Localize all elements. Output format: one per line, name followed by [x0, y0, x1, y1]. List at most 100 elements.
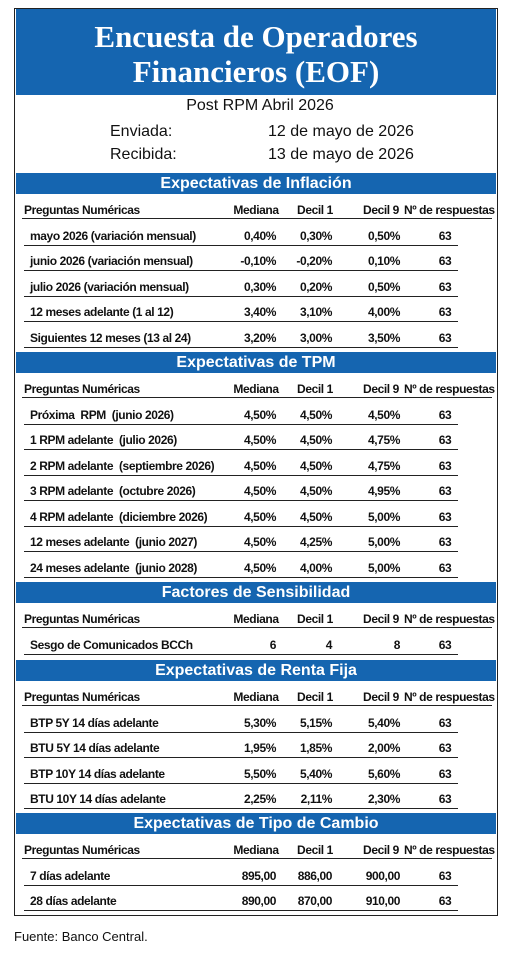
row-rule [24, 449, 458, 451]
row-rule [24, 576, 458, 578]
header-rule [22, 627, 492, 629]
value-cell: 1,85% [299, 741, 332, 755]
value-cell: 4,50% [243, 509, 276, 524]
value-cell: 5,15% [299, 715, 332, 730]
edition: Post RPM Abril 2026 [186, 97, 334, 114]
column-header: Preguntas Numéricas [24, 612, 140, 626]
section-header: Expectativas de TPM [16, 352, 496, 373]
column-header: Nº de respuestas [404, 843, 495, 857]
value-cell: 4,50% [243, 535, 276, 549]
value-cell: 4,50% [299, 407, 332, 422]
column-header: Decil 1 [297, 612, 333, 626]
value-cell: 5,00% [367, 509, 400, 524]
value-cell: 63 [438, 741, 452, 755]
column-header: Decil 9 [363, 612, 399, 626]
value-cell: 63 [438, 637, 452, 652]
value-cell: 4,00% [367, 305, 400, 319]
value-cell: 4,50% [299, 484, 332, 498]
row-rule [24, 757, 458, 759]
column-header: Decil 1 [297, 203, 333, 217]
row-label: 24 meses adelante (junio 2028) [30, 560, 198, 575]
value-cell: 1,95% [243, 741, 276, 755]
value-cell: 4,00% [299, 560, 332, 575]
value-cell: 5,30% [243, 715, 276, 730]
column-header: Nº de respuestas [404, 690, 495, 704]
column-header: Decil 9 [363, 382, 399, 396]
value-cell: 4,75% [367, 458, 400, 473]
value-cell: 63 [438, 868, 452, 883]
value-cell: 6 [269, 637, 277, 652]
row-label: 12 meses adelante (junio 2027) [30, 535, 198, 549]
row-rule [24, 423, 458, 425]
value-cell: 63 [438, 792, 452, 806]
value-cell: 895,00 [241, 868, 277, 883]
value-cell: 2,11% [300, 792, 333, 806]
value-cell: 4,50% [243, 407, 276, 422]
row-rule [24, 525, 458, 527]
value-cell: 4 [325, 637, 333, 652]
column-header: Decil 9 [363, 203, 399, 217]
value-cell: 4,50% [243, 458, 276, 473]
value-cell: 5,40% [299, 766, 332, 781]
row-rule [24, 551, 458, 553]
row-label: mayo 2026 (variación mensual) [30, 228, 196, 243]
row-rule [24, 910, 458, 912]
title-line: Encuesta de Operadores [94, 19, 418, 54]
value-cell: 886,00 [297, 868, 333, 883]
row-rule [24, 346, 458, 348]
row-rule [24, 782, 458, 784]
row-label: 1 RPM adelante (julio 2026) [30, 433, 177, 447]
value-cell: 8 [393, 637, 401, 652]
value-cell: 63 [438, 535, 452, 549]
value-cell: 3,20% [243, 330, 276, 345]
column-header: Mediana [233, 843, 279, 857]
row-label: 2 RPM adelante (septiembre 2026) [30, 458, 215, 473]
value-cell: -0,10% [240, 254, 276, 268]
value-cell: 63 [438, 305, 452, 319]
row-rule [24, 653, 458, 655]
value-cell: 63 [438, 433, 452, 447]
row-rule [24, 500, 458, 502]
value-cell: 3,50% [367, 330, 400, 345]
value-cell: 2,25% [243, 792, 276, 806]
header-rule [22, 397, 492, 399]
column-header: Mediana [233, 203, 279, 217]
header-rule [22, 858, 492, 860]
row-label: BTU 10Y 14 días adelante [30, 792, 166, 806]
column-header: Nº de respuestas [404, 612, 495, 626]
column-header: Nº de respuestas [404, 382, 495, 396]
value-cell: 5,40% [367, 715, 400, 730]
value-cell: 5,60% [367, 766, 400, 781]
value-cell: 910,00 [365, 894, 401, 908]
value-cell: 4,50% [299, 509, 332, 524]
column-header: Decil 1 [297, 843, 333, 857]
value-cell: -0,20% [296, 254, 332, 268]
column-header: Mediana [233, 612, 279, 626]
column-header: Preguntas Numéricas [24, 203, 140, 217]
value-cell: 63 [438, 254, 452, 268]
title-line: Financieros (EOF) [132, 54, 380, 89]
value-cell: 4,50% [367, 407, 400, 422]
row-rule [24, 731, 458, 733]
value-cell: 63 [438, 458, 452, 473]
column-header: Decil 9 [363, 690, 399, 704]
row-label: julio 2026 (variación mensual) [30, 279, 189, 294]
title-box: Encuesta de Operadores Financieros (EOF) [16, 9, 496, 95]
value-cell: 63 [438, 715, 452, 730]
row-rule [24, 295, 458, 297]
sent-date: 12 de mayo de 2026 [268, 123, 414, 140]
column-header: Mediana [233, 690, 279, 704]
value-cell: 63 [438, 279, 452, 294]
section-header: Factores de Sensibilidad [16, 582, 496, 603]
row-rule [24, 808, 458, 810]
row-rule [24, 321, 458, 323]
value-cell: 3,00% [299, 330, 332, 345]
column-header: Decil 9 [363, 843, 399, 857]
column-header: Mediana [233, 382, 279, 396]
value-cell: 4,50% [243, 484, 276, 498]
value-cell: 0,20% [299, 279, 332, 294]
row-label: Siguientes 12 meses (13 al 24) [30, 330, 191, 345]
value-cell: 890,00 [241, 894, 277, 908]
value-cell: 63 [438, 330, 452, 345]
